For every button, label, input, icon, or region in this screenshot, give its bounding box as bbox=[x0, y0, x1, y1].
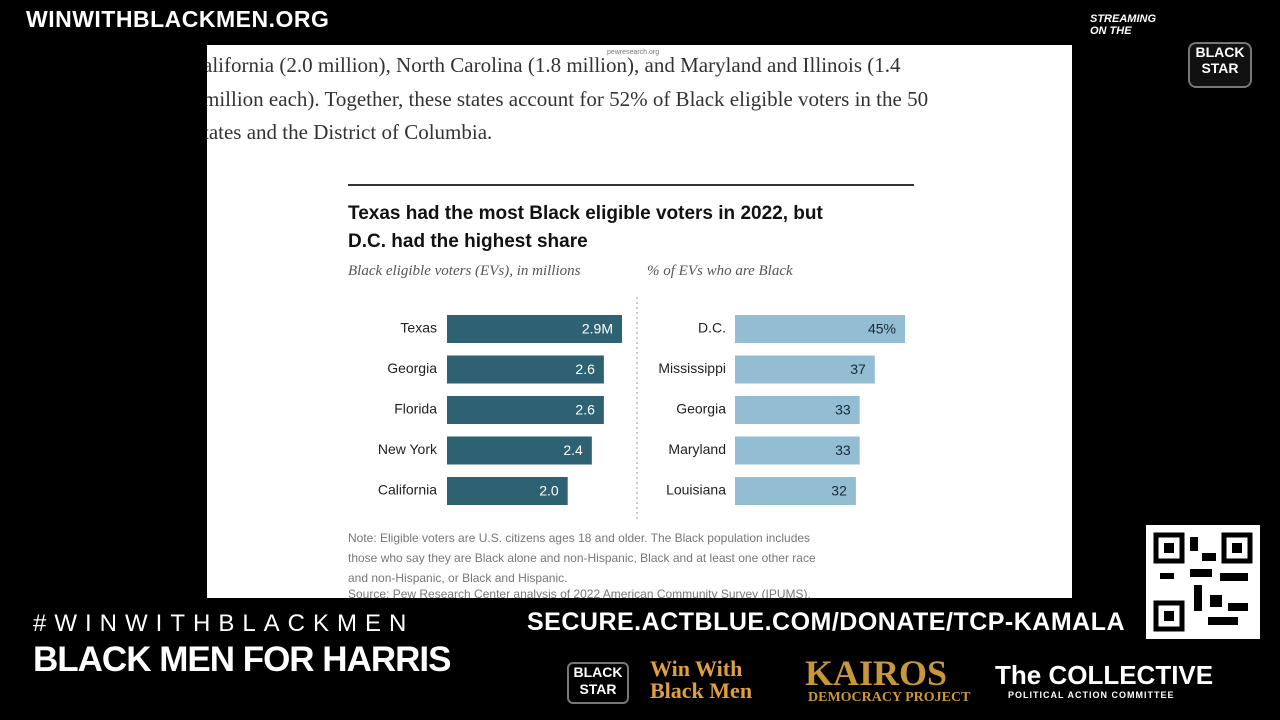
category-label: New York bbox=[378, 441, 438, 457]
bar bbox=[447, 315, 622, 343]
bar bbox=[447, 477, 568, 505]
value-label: 2.6 bbox=[575, 402, 595, 418]
hashtag: #WINWITHBLACKMEN bbox=[33, 610, 415, 637]
category-label: Georgia bbox=[676, 401, 726, 417]
panel-subtitle: Black eligible voters (EVs), in millions bbox=[348, 263, 581, 279]
category-label: D.C. bbox=[698, 320, 726, 336]
qr-pattern bbox=[1153, 532, 1253, 632]
value-label: 33 bbox=[835, 442, 851, 458]
donate-url: SECURE.ACTBLUE.COM/DONATE/TCP-KAMALA bbox=[527, 608, 1126, 636]
bar bbox=[735, 436, 860, 465]
bar bbox=[447, 436, 592, 465]
black-star-logo: BLACK STAR bbox=[1188, 42, 1252, 88]
rule bbox=[348, 184, 914, 186]
bar bbox=[735, 396, 860, 424]
category-label: Texas bbox=[400, 320, 437, 336]
bar bbox=[447, 396, 604, 424]
category-label: Georgia bbox=[387, 360, 437, 376]
note: Note: Eligible voters are U.S. citizens … bbox=[348, 531, 811, 545]
note: Source: Pew Research Center analysis of … bbox=[348, 587, 811, 598]
value-label: 37 bbox=[850, 361, 866, 377]
collective-sub: POLITICAL ACTION COMMITTEE bbox=[1008, 690, 1175, 700]
black-star-logo: BLACK STAR bbox=[567, 662, 629, 704]
category-label: Mississippi bbox=[658, 360, 726, 376]
chart-title: D.C. had the highest share bbox=[348, 231, 588, 252]
value-label: 2.9M bbox=[582, 321, 613, 337]
collective-logo: The COLLECTIVE bbox=[995, 660, 1214, 690]
category-label: Florida bbox=[394, 401, 437, 417]
note: and non-Hispanic, or Black and Hispanic. bbox=[348, 571, 568, 585]
browser-page: pewresearch.org alifornia (2.0 million),… bbox=[207, 45, 1072, 598]
bar bbox=[735, 315, 905, 343]
value-label: 2.4 bbox=[563, 442, 583, 458]
value-label: 2.0 bbox=[539, 483, 559, 499]
value-label: 45% bbox=[868, 321, 896, 337]
value-label: 33 bbox=[835, 402, 851, 418]
bar bbox=[735, 355, 875, 384]
chart: Texas 2.9M Georgia 2.6 Florida 2.6 New York 2.4… bbox=[378, 297, 905, 521]
slogan: BLACK MEN FOR HARRIS bbox=[33, 640, 451, 679]
qr-code bbox=[1146, 525, 1260, 639]
kairos-logo: KAIROS bbox=[805, 653, 948, 693]
category-label: Louisiana bbox=[666, 482, 726, 498]
article-line: tates and the District of Columbia. bbox=[207, 120, 493, 144]
category-label: Maryland bbox=[668, 441, 726, 457]
article-line: million each). Together, these states ac… bbox=[207, 87, 929, 111]
value-label: 2.6 bbox=[575, 361, 595, 377]
streaming-label: STREAMING ON THE bbox=[1090, 13, 1156, 37]
kairos-sub: DEMOCRACY PROJECT bbox=[808, 690, 971, 705]
category-label: California bbox=[378, 482, 437, 498]
win-with-logo: Win With Black Men bbox=[650, 656, 753, 703]
chart-title: Texas had the most Black eligible voters… bbox=[348, 203, 823, 224]
note: those who say they are Black alone and n… bbox=[348, 551, 816, 565]
url: pewresearch.org bbox=[607, 49, 660, 56]
bar bbox=[735, 477, 856, 505]
panel-subtitle: % of EVs who are Black bbox=[647, 263, 793, 279]
bar bbox=[447, 355, 604, 384]
article-line: alifornia (2.0 million), North Carolina … bbox=[207, 53, 901, 77]
site-name: WINWITHBLACKMEN.ORG bbox=[26, 6, 330, 32]
value-label: 32 bbox=[831, 483, 847, 499]
